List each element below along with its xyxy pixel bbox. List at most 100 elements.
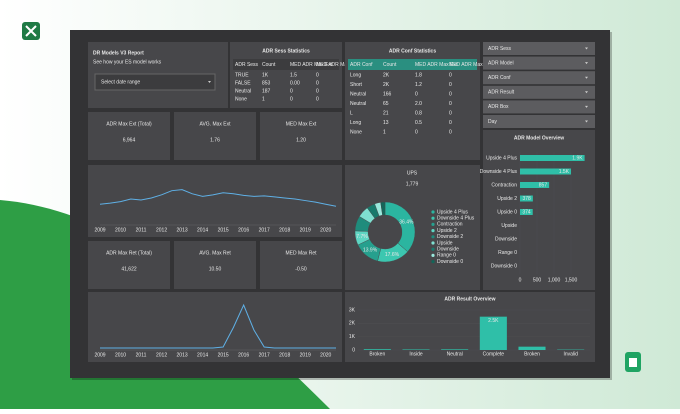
y-tick-label: Downside 0 bbox=[491, 263, 517, 269]
legend-swatch bbox=[431, 223, 434, 226]
card-label: ADR Max Ext (Total) bbox=[106, 121, 152, 127]
panel bbox=[88, 112, 170, 160]
table-cell: FALSE bbox=[235, 80, 251, 86]
table-cell: 2K bbox=[383, 82, 390, 88]
legend-label: Downside bbox=[437, 247, 459, 253]
legend-swatch bbox=[431, 235, 434, 238]
table-cell: 1.8 bbox=[415, 72, 422, 78]
bar bbox=[518, 347, 545, 350]
table-cell: 1.5 bbox=[290, 72, 297, 78]
x-tick-label: 2015 bbox=[218, 352, 229, 358]
x-tick-label: 2013 bbox=[177, 352, 188, 358]
date-range: Select date range bbox=[101, 79, 140, 85]
table-cell: 65 bbox=[383, 101, 389, 107]
y-tick-label: Contraction bbox=[491, 182, 517, 188]
filter-label: ADR Box bbox=[488, 104, 509, 110]
x-tick-label: Invalid bbox=[563, 351, 578, 357]
table-cell: 166 bbox=[383, 91, 392, 97]
card-label: AVG. Max Ext bbox=[199, 121, 231, 127]
x-tick-label: Inside bbox=[409, 351, 423, 357]
table-cell: Long bbox=[350, 120, 361, 126]
y-tick-label: 1K bbox=[349, 334, 356, 340]
legend-swatch bbox=[431, 248, 434, 251]
table-cell: Neutral bbox=[350, 91, 366, 97]
column-header: ADR Conf bbox=[350, 62, 373, 68]
slice-label: 17.6% bbox=[385, 252, 400, 258]
table-cell: 0.5 bbox=[415, 120, 422, 126]
filter-label: ADR Conf bbox=[488, 75, 511, 81]
card-label: MED Max Ret bbox=[285, 250, 317, 256]
y-tick-label: Upside 2 bbox=[497, 196, 517, 202]
panel bbox=[260, 241, 342, 289]
table-cell: Short bbox=[350, 82, 363, 88]
x-tick-label: 2011 bbox=[136, 352, 147, 358]
table-cell: 0 bbox=[449, 91, 452, 97]
x-tick-label: 2014 bbox=[197, 352, 208, 358]
table-cell: 0 bbox=[316, 88, 319, 94]
y-tick-label: Downside bbox=[495, 236, 517, 242]
table-cell: 0 bbox=[415, 129, 418, 135]
x-tick-label: Neutral bbox=[447, 351, 463, 357]
x-tick-label: 2019 bbox=[300, 227, 311, 233]
table-cell: 0 bbox=[415, 91, 418, 97]
legend-label: Downside 2 bbox=[437, 234, 463, 240]
y-tick-label: Upside 4 Plus bbox=[486, 155, 517, 161]
table-cell: 2K bbox=[383, 72, 390, 78]
chart-title: ADR Model Overview bbox=[514, 135, 564, 141]
legend-swatch bbox=[431, 254, 434, 257]
card-value: 1.76 bbox=[210, 137, 220, 143]
data-label: 374 bbox=[522, 209, 531, 215]
card-value: 10.50 bbox=[209, 266, 222, 272]
y-tick-label: Range 0 bbox=[498, 250, 517, 256]
legend-label: Upside 2 bbox=[437, 228, 457, 234]
filter-dropdown[interactable] bbox=[483, 115, 595, 128]
donut-total: 1,779 bbox=[406, 181, 419, 187]
table-cell: 21 bbox=[383, 110, 389, 116]
panel bbox=[260, 112, 342, 160]
table-cell: 0.00 bbox=[290, 80, 300, 86]
table-cell: 1.2 bbox=[415, 82, 422, 88]
legend-label: Contraction bbox=[437, 222, 463, 228]
x-tick-label: 2017 bbox=[259, 352, 270, 358]
x-tick-label: 2015 bbox=[218, 227, 229, 233]
x-tick-label: 2010 bbox=[115, 352, 126, 358]
legend-swatch bbox=[431, 229, 434, 232]
panel bbox=[174, 112, 256, 160]
filter-label: Day bbox=[488, 119, 497, 125]
card-value: -0.50 bbox=[295, 266, 307, 272]
x-tick-label: 500 bbox=[533, 277, 542, 283]
legend-label: Downside 4 Plus bbox=[437, 216, 475, 222]
bar bbox=[402, 349, 429, 350]
x-tick-label: 2012 bbox=[156, 227, 167, 233]
table-cell: 0 bbox=[449, 110, 452, 116]
x-tick-label: Broken bbox=[369, 351, 385, 357]
y-tick-label: 0 bbox=[352, 347, 355, 353]
table-cell: None bbox=[235, 96, 247, 102]
slice-label: 36.4% bbox=[399, 220, 414, 226]
x-tick-label: 2019 bbox=[300, 352, 311, 358]
card-label: AVG. Max Ret bbox=[199, 250, 231, 256]
x-tick-label: 2009 bbox=[94, 227, 105, 233]
filter-label: ADR Model bbox=[488, 60, 514, 66]
table-cell: 1 bbox=[262, 96, 265, 102]
x-tick-label: Complete bbox=[483, 351, 505, 357]
filter-label: ADR Sess bbox=[488, 46, 512, 52]
sheets-icon-grid bbox=[629, 358, 637, 367]
y-tick-label: Upside bbox=[501, 223, 517, 229]
table-cell: 0.8 bbox=[415, 110, 422, 116]
legend-swatch bbox=[431, 241, 434, 244]
table-cell: 1 bbox=[383, 129, 386, 135]
card-value: 41,622 bbox=[121, 266, 137, 272]
table-cell: 2.0 bbox=[415, 101, 422, 107]
legend-label: Range 0 bbox=[437, 253, 456, 259]
x-tick-label: 2012 bbox=[156, 352, 167, 358]
data-label: 378 bbox=[523, 196, 532, 202]
legend-swatch bbox=[431, 217, 434, 220]
x-tick-label: 2013 bbox=[177, 227, 188, 233]
data-label: 1.5K bbox=[559, 169, 570, 175]
table-cell: Neutral bbox=[235, 88, 251, 94]
x-tick-label: 2020 bbox=[320, 227, 331, 233]
x-tick-label: 2018 bbox=[279, 227, 290, 233]
card-label: MED Max Ext bbox=[286, 121, 317, 127]
